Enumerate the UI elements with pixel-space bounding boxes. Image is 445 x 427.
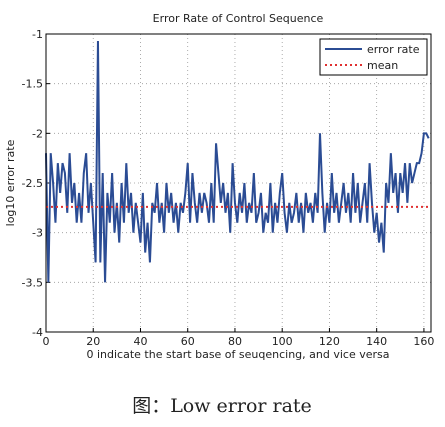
y-tick-label: -1 [32, 28, 43, 41]
legend-label: error rate [367, 43, 420, 56]
x-axis-label: 0 indicate the start base of seuqencing,… [87, 348, 390, 361]
chart-title: Error Rate of Control Sequence [153, 12, 324, 25]
x-tick-label: 40 [133, 335, 147, 348]
caption: 图：Low error rate [132, 395, 312, 417]
y-tick-label: -2.5 [22, 177, 43, 190]
plot-frame [45, 33, 432, 333]
x-tick-label: 60 [181, 335, 195, 348]
x-tick-label: 140 [366, 335, 387, 348]
legend-label: mean [367, 59, 398, 72]
y-tick-label: -3.5 [22, 276, 43, 289]
x-tick-label: 0 [43, 335, 50, 348]
y-tick-label: -4 [32, 326, 43, 339]
x-tick-label: 100 [272, 335, 293, 348]
data-line [45, 40, 430, 283]
legend-box [319, 38, 428, 76]
x-tick-label: 20 [86, 335, 100, 348]
x-tick-label: 120 [319, 335, 340, 348]
x-tick-label: 160 [413, 335, 434, 348]
x-tick-label: 80 [228, 335, 242, 348]
y-tick-label: -2 [32, 127, 43, 140]
y-tick-label: -1.5 [22, 78, 43, 91]
y-axis-label: log10 error rate [4, 139, 17, 226]
y-tick-label: -3 [32, 227, 43, 240]
